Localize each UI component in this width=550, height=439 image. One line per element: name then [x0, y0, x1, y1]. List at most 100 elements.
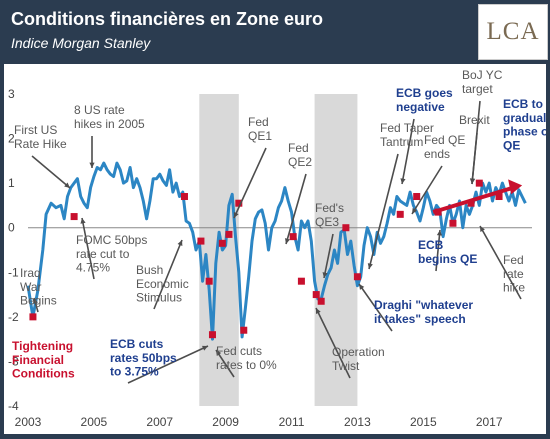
lca-logo: LCA — [478, 4, 548, 60]
event-marker — [29, 313, 37, 321]
recession-band-1 — [314, 94, 358, 406]
x-tick-label: 2017 — [476, 415, 503, 429]
event-marker — [208, 331, 216, 339]
annotation-arrow-head — [89, 162, 95, 168]
annotation-label: Brexit — [459, 113, 490, 127]
annotation-label: Operation Twist — [332, 345, 385, 373]
annotation-arrow — [368, 153, 399, 270]
annotation-arrow-head — [177, 240, 183, 246]
annotation-arrow-head — [216, 350, 222, 356]
fci-series-line — [26, 161, 527, 341]
annotation-arrow-head — [436, 230, 443, 236]
annotation-label: ECB tograduallyphase outQE — [503, 97, 546, 152]
event-marker — [297, 277, 305, 285]
annotation-label: Fed QE ends — [424, 133, 465, 161]
y-tick-label: 1 — [8, 176, 15, 190]
event-marker — [317, 297, 325, 305]
annotation-arrow-head — [316, 308, 321, 314]
annotation-arrow-head — [233, 212, 239, 218]
plot-area: 3 2 1 0 -1 -2 -3 -4 2003 2005 2007 2009 2011 2013 201… — [4, 64, 550, 434]
annotation-arrow — [401, 118, 415, 185]
annotation-arrow — [358, 283, 393, 332]
chart-title: Conditions financières en Zone euro — [11, 9, 324, 29]
annotation-label: FOMC 50bps rate cut to 4.75% — [76, 233, 147, 275]
event-marker — [353, 273, 361, 281]
annotation-arrow — [127, 345, 209, 384]
event-marker — [180, 193, 188, 201]
event-marker — [342, 224, 350, 232]
y-tick-label: 2 — [8, 132, 15, 146]
annotation-arrow-head — [400, 178, 406, 184]
event-marker — [240, 326, 248, 334]
x-tick-label: 2011 — [279, 415, 305, 429]
annotation-arrow-head — [284, 238, 290, 244]
annotation-label: Fed cuts rates to 0% — [216, 344, 277, 372]
annotation-label: Fed rate hike — [503, 253, 525, 295]
annotation-arrow-head — [412, 208, 418, 214]
annotation-label: Fed QE1 — [248, 115, 272, 143]
x-tick-label: 2003 — [15, 415, 42, 429]
annotation-arrow — [323, 233, 334, 279]
annotation-label: Tightening Financial Conditions — [12, 339, 75, 381]
event-marker — [70, 213, 78, 221]
annotation-label: Draghi "whatever it takes" speech — [374, 298, 473, 326]
annotation-arrow-head — [469, 178, 476, 184]
annotation-arrow-head — [367, 263, 373, 269]
x-tick-label: 2013 — [344, 415, 371, 429]
annotation-arrow — [315, 307, 351, 379]
annotation-arrow — [81, 217, 95, 280]
annotation-arrow-head — [32, 298, 38, 304]
event-marker — [197, 237, 205, 245]
annotation-arrow — [233, 147, 267, 219]
event-marker — [467, 199, 475, 207]
annotation-arrow — [471, 132, 478, 185]
y-tick-label: -1 — [8, 265, 19, 279]
annotation-label: Iraq War Begins — [20, 266, 57, 308]
logo-text: LCA — [486, 18, 540, 45]
annotation-arrow — [435, 229, 441, 272]
annotation-arrow — [153, 239, 183, 310]
annotation-label: ECB goes negative — [396, 86, 453, 114]
annotation-label: First US Rate Hike — [14, 123, 67, 151]
x-tick-label: 2007 — [146, 415, 173, 429]
annotation-label: ECB cuts rates 50bps to 3.75% — [110, 337, 177, 379]
trend-arrow-head — [508, 179, 523, 195]
y-tick-label: -2 — [8, 310, 19, 324]
chart-svg: 3 2 1 0 -1 -2 -3 -4 2003 2005 2007 2009 2011 2013 201… — [8, 68, 550, 429]
annotation-arrow — [31, 155, 71, 189]
event-marker — [312, 291, 320, 299]
event-marker — [495, 193, 503, 201]
x-tick-label: 2005 — [81, 415, 108, 429]
y-tick-label: -4 — [8, 399, 19, 413]
event-marker — [449, 219, 457, 227]
event-marker — [235, 199, 243, 207]
annotation-label: BoJ YC target — [462, 68, 503, 96]
annotation-label: ECB begins QE — [418, 238, 477, 266]
chart-subtitle: Indice Morgan Stanley — [11, 35, 151, 51]
event-marker — [205, 277, 213, 285]
event-marker — [289, 233, 297, 241]
annotation-arrow — [411, 165, 443, 215]
annotation-label: 8 US rate hikes in 2005 — [74, 103, 145, 131]
annotation-arrow-head — [64, 182, 70, 188]
x-tick-label: 2015 — [410, 415, 437, 429]
annotation-arrow — [285, 173, 307, 245]
annotation-label: Fed's QE3 — [315, 201, 344, 229]
event-marker — [434, 208, 442, 216]
event-marker — [225, 230, 233, 238]
event-marker — [396, 210, 404, 218]
annotation-arrow-head — [359, 284, 365, 290]
annotation-arrow-head — [480, 226, 485, 232]
annotation-arrow-head — [322, 272, 328, 278]
annotation-arrow-head — [202, 345, 208, 351]
annotation-arrow-head — [80, 218, 86, 224]
event-marker — [218, 239, 226, 247]
annotation-arrow — [215, 349, 235, 378]
y-tick-label: -3 — [8, 354, 19, 368]
annotation-label: Fed QE2 — [288, 141, 312, 169]
y-tick-label: 3 — [8, 87, 15, 101]
event-marker — [413, 193, 421, 201]
annotation-label: Fed Taper Tantrum — [380, 121, 434, 149]
event-marker — [475, 179, 483, 187]
